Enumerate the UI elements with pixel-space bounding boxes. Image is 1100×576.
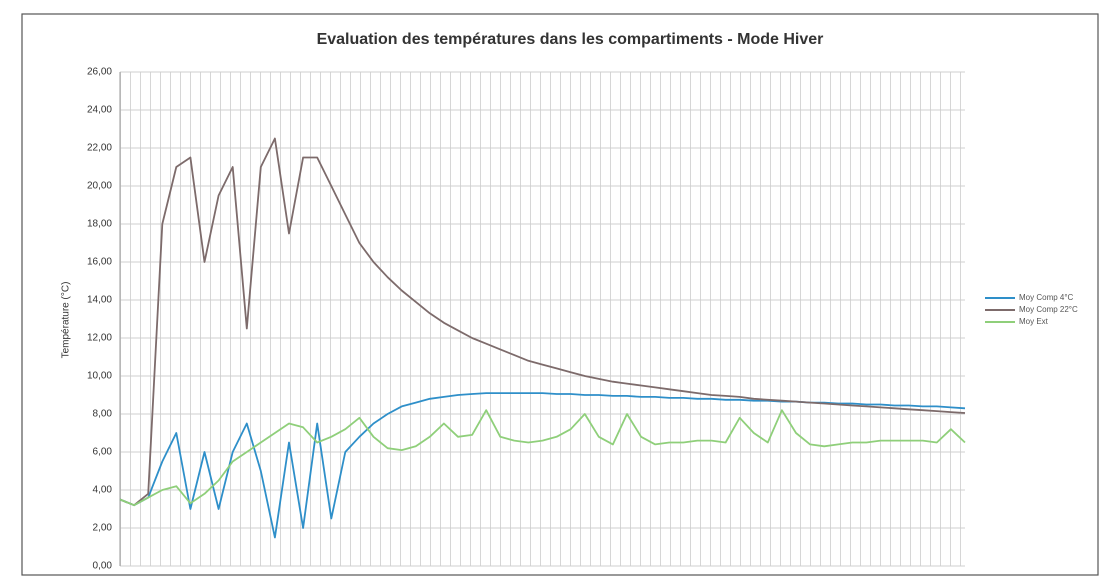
y-axis-title: Température (°C) [61, 282, 72, 359]
chart-title: Evaluation des températures dans les com… [317, 31, 824, 48]
y-tick-label: 16,00 [87, 257, 112, 268]
legend-label: Moy Comp 22°C [1019, 305, 1078, 314]
series-line [119, 409, 966, 507]
y-tick-label: 20,00 [87, 181, 112, 192]
y-tick-label: 0,00 [93, 561, 113, 572]
y-tick-label: 2,00 [93, 523, 113, 534]
y-tick-label: 10,00 [87, 371, 112, 382]
frame [21, 13, 1099, 576]
y-tick-label: 26,00 [87, 67, 112, 78]
y-tick-label: 22,00 [87, 143, 112, 154]
series-line [119, 137, 966, 507]
y-tick-label: 6,00 [93, 447, 113, 458]
y-tick-label: 24,00 [87, 105, 112, 116]
vertical-grid [120, 72, 965, 566]
y-tick-label: 18,00 [87, 219, 112, 230]
y-tick-label: 4,00 [93, 485, 113, 496]
y-tick-label: 8,00 [93, 409, 113, 420]
y-tick-label: 14,00 [87, 295, 112, 306]
y-tick-label: 12,00 [87, 333, 112, 344]
legend-label: Moy Ext [1019, 317, 1049, 326]
legend-label: Moy Comp 4°C [1019, 293, 1074, 302]
